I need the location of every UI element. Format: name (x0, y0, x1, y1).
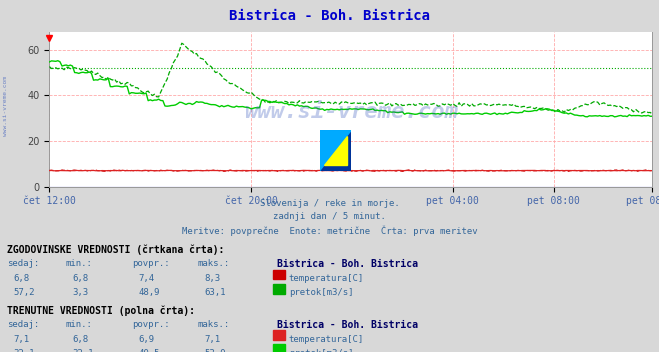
Text: min.:: min.: (66, 320, 93, 329)
Text: sedaj:: sedaj: (7, 320, 39, 329)
Text: zadnji dan / 5 minut.: zadnji dan / 5 minut. (273, 212, 386, 221)
Text: 57,2: 57,2 (13, 288, 35, 297)
Text: 3,3: 3,3 (72, 288, 88, 297)
Text: 6,8: 6,8 (72, 335, 88, 344)
Polygon shape (320, 130, 351, 171)
Text: TRENUTNE VREDNOSTI (polna črta):: TRENUTNE VREDNOSTI (polna črta): (7, 305, 194, 316)
Text: sedaj:: sedaj: (7, 259, 39, 269)
Text: Bistrica - Boh. Bistrica: Bistrica - Boh. Bistrica (277, 320, 418, 330)
Text: Bistrica - Boh. Bistrica: Bistrica - Boh. Bistrica (277, 259, 418, 269)
Text: Meritve: povprečne  Enote: metrične  Črta: prva meritev: Meritve: povprečne Enote: metrične Črta:… (182, 226, 477, 236)
Text: 48,9: 48,9 (138, 288, 160, 297)
Text: 7,4: 7,4 (138, 274, 154, 283)
Polygon shape (324, 136, 347, 165)
Text: 7,1: 7,1 (204, 335, 220, 344)
Text: temperatura[C]: temperatura[C] (289, 335, 364, 344)
Text: 32,1: 32,1 (72, 349, 94, 352)
Text: 32,1: 32,1 (13, 349, 35, 352)
Text: 63,1: 63,1 (204, 288, 226, 297)
Text: 40,5: 40,5 (138, 349, 160, 352)
Text: povpr.:: povpr.: (132, 320, 169, 329)
Text: min.:: min.: (66, 259, 93, 269)
Text: maks.:: maks.: (198, 259, 230, 269)
Text: maks.:: maks.: (198, 320, 230, 329)
Text: www.si-vreme.com: www.si-vreme.com (3, 76, 8, 136)
Text: 53,0: 53,0 (204, 349, 226, 352)
Text: 6,8: 6,8 (72, 274, 88, 283)
Text: 6,9: 6,9 (138, 335, 154, 344)
Text: Bistrica - Boh. Bistrica: Bistrica - Boh. Bistrica (229, 9, 430, 23)
Text: ZGODOVINSKE VREDNOSTI (črtkana črta):: ZGODOVINSKE VREDNOSTI (črtkana črta): (7, 245, 224, 255)
Text: pretok[m3/s]: pretok[m3/s] (289, 349, 353, 352)
Text: pretok[m3/s]: pretok[m3/s] (289, 288, 353, 297)
Text: 8,3: 8,3 (204, 274, 220, 283)
Text: povpr.:: povpr.: (132, 259, 169, 269)
Text: temperatura[C]: temperatura[C] (289, 274, 364, 283)
Text: 7,1: 7,1 (13, 335, 29, 344)
Text: www.si-vreme.com: www.si-vreme.com (244, 102, 458, 122)
Text: 6,8: 6,8 (13, 274, 29, 283)
Text: Slovenija / reke in morje.: Slovenija / reke in morje. (260, 199, 399, 208)
